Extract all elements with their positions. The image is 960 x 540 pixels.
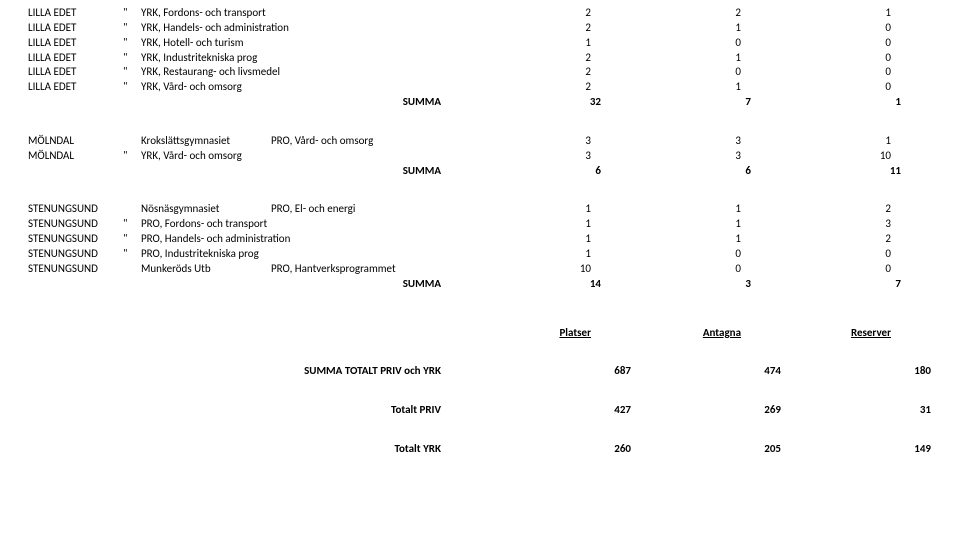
- block-molndal: MÖLNDAL Krokslättsgymnasiet PRO, Vård- o…: [28, 134, 932, 179]
- table-row: STENUNGSUND Munkeröds Utb PRO, Hantverks…: [28, 262, 932, 277]
- spacer: [28, 418, 932, 442]
- summary-priv: Totalt PRIV 427 269 31: [28, 403, 932, 418]
- table-row: LILLA EDET " YRK, Industritekniska prog …: [28, 51, 932, 66]
- block-stenungsund: STENUNGSUND Nösnäsgymnasiet PRO, El- och…: [28, 202, 932, 291]
- table-row: LILLA EDET " YRK, Restaurang- och livsme…: [28, 65, 932, 80]
- cell-program: YRK, Fordons- och transport: [141, 6, 441, 21]
- table-row: LILLA EDET " YRK, Vård- och omsorg 2 1 0: [28, 80, 932, 95]
- table-row: LILLA EDET " YRK, Handels- och administr…: [28, 21, 932, 36]
- cell-ditto: ": [123, 6, 141, 21]
- spacer: [28, 340, 932, 364]
- table-row: STENUNGSUND Nösnäsgymnasiet PRO, El- och…: [28, 202, 932, 217]
- cell-municipality: LILLA EDET: [28, 6, 123, 21]
- sum-row: SUMMA 6 6 11: [28, 164, 932, 179]
- header-platser: Platser: [441, 326, 591, 341]
- spacer: [28, 110, 932, 134]
- table-row: MÖLNDAL Krokslättsgymnasiet PRO, Vård- o…: [28, 134, 932, 149]
- spacer: [28, 379, 932, 403]
- block-lilla-edet: LILLA EDET " YRK, Fordons- och transport…: [28, 6, 932, 110]
- summary-yrk: Totalt YRK 260 205 149: [28, 442, 932, 457]
- spacer: [28, 292, 932, 316]
- table-row: STENUNGSUND " PRO, Fordons- och transpor…: [28, 217, 932, 232]
- sum-row: SUMMA 14 3 7: [28, 277, 932, 292]
- cell-program: PRO, Vård- och omsorg: [271, 134, 441, 149]
- summary-header: Platser Antagna Reserver: [28, 326, 932, 341]
- sum-row: SUMMA 32 7 1: [28, 95, 932, 110]
- table-row: LILLA EDET " YRK, Fordons- och transport…: [28, 6, 932, 21]
- summary-total: SUMMA TOTALT PRIV och YRK 687 474 180: [28, 364, 932, 379]
- table-row: MÖLNDAL " YRK, Vård- och omsorg 3 3 10: [28, 149, 932, 164]
- cell-school: Krokslättsgymnasiet: [141, 134, 271, 149]
- spacer: [28, 316, 932, 326]
- table-row: STENUNGSUND " PRO, Handels- och administ…: [28, 232, 932, 247]
- cell-val-e: 2: [591, 6, 741, 21]
- table-row: LILLA EDET " YRK, Hotell- och turism 1 0…: [28, 36, 932, 51]
- sum-label: SUMMA: [141, 95, 451, 110]
- header-antagna: Antagna: [591, 326, 741, 341]
- cell-val-d: 2: [441, 6, 591, 21]
- page: LILLA EDET " YRK, Fordons- och transport…: [0, 0, 960, 457]
- cell-val-f: 1: [741, 6, 891, 21]
- table-row: STENUNGSUND " PRO, Industritekniska prog…: [28, 247, 932, 262]
- header-reserver: Reserver: [741, 326, 891, 341]
- spacer: [28, 178, 932, 202]
